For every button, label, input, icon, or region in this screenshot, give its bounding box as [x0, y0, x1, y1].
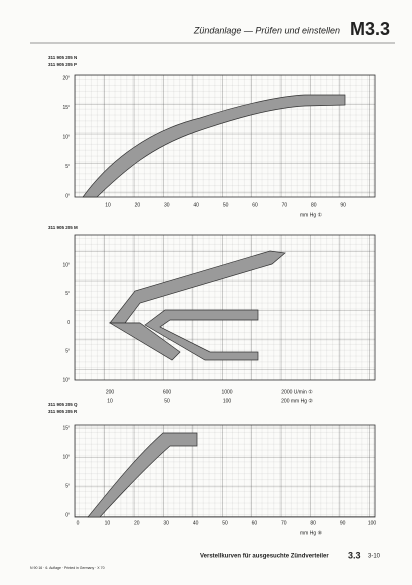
curve-band: [108, 322, 181, 361]
footer-note: N 90 16 · 6. Auflage · Printed in German…: [30, 566, 105, 570]
x-tick-label: 600: [163, 389, 172, 395]
y-tick-label: 20°: [62, 75, 70, 81]
x-tick-label: 10: [105, 520, 111, 526]
y-tick-label: 10°: [62, 134, 70, 140]
y-tick-label: 5°: [65, 164, 70, 170]
x-tick-label: 200: [106, 389, 115, 395]
x-tick-label: 200 mm Hg ②: [281, 398, 313, 404]
x-tick-label: 80: [310, 520, 316, 526]
x-tick-label: 70: [281, 520, 287, 526]
x-tick-label: 30: [163, 520, 169, 526]
y-tick-label: 5°: [65, 349, 70, 355]
x-tick-label: 0: [77, 520, 80, 526]
x-tick-label: 50: [222, 520, 228, 526]
chart-label: 311 905 205 N: [48, 55, 77, 60]
x-tick-label: 50: [223, 202, 229, 208]
x-tick-label: 40: [193, 520, 199, 526]
x-tick-label: 1000: [221, 389, 232, 395]
x-tick-label: 10: [105, 202, 111, 208]
x-tick-label: 90: [340, 520, 346, 526]
y-tick-label: 10°: [62, 454, 70, 460]
x-tick-label: 2000 U/min ①: [281, 389, 313, 395]
x-tick-label: 100: [368, 520, 377, 526]
chart-1: [74, 74, 376, 198]
curve-band: [82, 94, 346, 198]
footer-caption: Verstellkurven für ausgesuchte Zündverte…: [200, 554, 329, 560]
y-tick-label: 15°: [62, 105, 70, 111]
header-title: Zündanlage — Prüfen und einstellen: [193, 25, 340, 35]
curve-band: [87, 432, 198, 518]
x-unit: mm Hg ①: [300, 212, 323, 218]
grid: [74, 74, 376, 198]
y-tick-label: 0: [67, 320, 70, 326]
x-tick-label: 30: [164, 202, 170, 208]
x-tick-label: 50: [164, 398, 170, 404]
chart-label: 311 905 205 Q: [48, 402, 78, 407]
x-tick-label: 20: [135, 202, 141, 208]
y-tick-label: 15°: [62, 425, 70, 431]
y-tick-label: 10°: [62, 262, 70, 268]
y-tick-label: 0°: [65, 512, 70, 518]
chart-3: [74, 424, 376, 518]
footer-section: 3.3: [348, 550, 361, 560]
chart-label: 311 905 205 M: [48, 225, 78, 230]
y-tick-label: 5°: [65, 483, 70, 489]
x-unit: mm Hg ⑧: [300, 530, 323, 536]
grid: [74, 424, 376, 518]
header-section: M3.3: [350, 19, 390, 39]
x-tick-label: 70: [282, 202, 288, 208]
y-tick-label: 5°: [65, 291, 70, 297]
chart-label: 311 905 205 P: [48, 62, 77, 67]
y-tick-label: 10°: [62, 377, 70, 383]
x-tick-label: 40: [193, 202, 199, 208]
chart-2: [74, 234, 376, 381]
x-tick-label: 60: [252, 202, 258, 208]
curve-band: [144, 309, 259, 361]
chart-label: 311 905 205 R: [48, 409, 78, 414]
x-tick-label: 60: [252, 520, 258, 526]
y-tick-label: 0°: [65, 193, 70, 199]
x-tick-label: 100: [223, 398, 232, 404]
x-tick-label: 10: [107, 398, 113, 404]
x-tick-label: 90: [340, 202, 346, 208]
x-tick-label: 20: [134, 520, 140, 526]
footer-page: 3-10: [368, 554, 381, 560]
x-tick-label: 80: [311, 202, 317, 208]
